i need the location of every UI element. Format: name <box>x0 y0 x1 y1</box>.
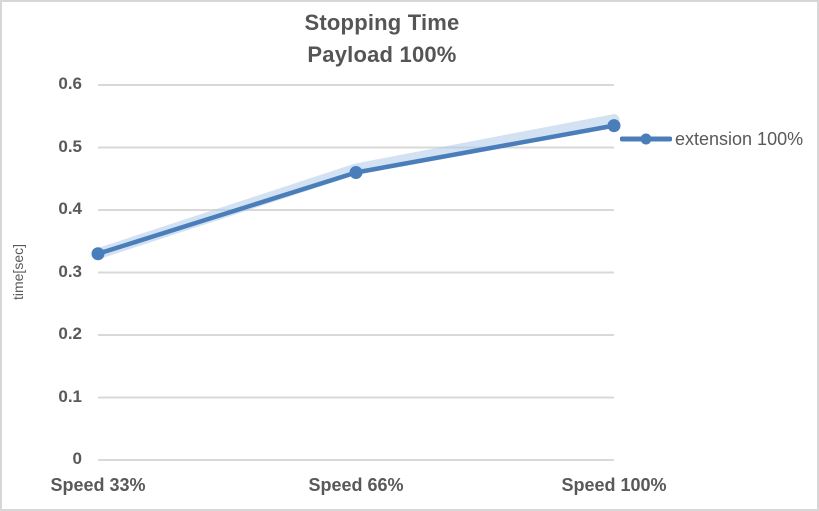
y-axis-title: time[sec] <box>10 244 26 301</box>
data-point-marker <box>91 247 105 261</box>
y-tick-label: 0.2 <box>58 324 82 343</box>
legend-entry-label: extension 100% <box>675 128 804 149</box>
x-category-label: Speed 66% <box>308 475 404 495</box>
x-category-label: Speed 100% <box>561 475 667 495</box>
y-tick-label: 0 <box>72 449 82 468</box>
legend: extension 100% <box>620 126 803 152</box>
chart-title-line-1: Stopping Time <box>304 10 460 35</box>
data-point-marker <box>607 119 621 133</box>
y-tick-label: 0.4 <box>58 199 82 218</box>
x-category-label: Speed 33% <box>50 475 146 495</box>
y-tick-label: 0.3 <box>58 261 82 281</box>
y-tick-label: 0.5 <box>58 136 82 156</box>
y-tick-label: 0.1 <box>58 386 82 406</box>
chart-title-line-2: Payload 100% <box>307 42 457 67</box>
legend-line-marker-icon <box>620 133 672 145</box>
data-point-marker <box>349 166 363 179</box>
y-tick-label: 0.6 <box>58 74 82 93</box>
series-line <box>95 123 617 256</box>
